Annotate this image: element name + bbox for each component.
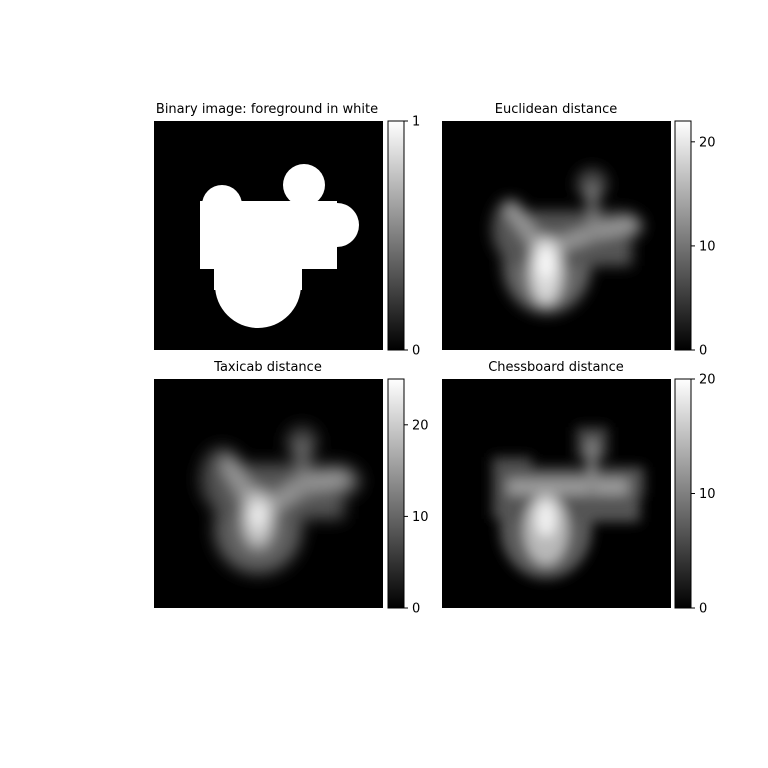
colorbar-ticks-chessboard: 0 10 20 (691, 373, 716, 617)
colorbar-tick-label: 10 (699, 239, 716, 254)
panel-taxicab: Taxicab distance 0 10 20 (154, 360, 429, 617)
image-axes-taxicab (154, 379, 383, 608)
panel-binary: Binary image: foreground in white 01 (154, 102, 420, 359)
colorbar-tick-label: 20 (699, 373, 716, 388)
colorbar-euclidean (674, 120, 692, 351)
colorbar-tick-label: 10 (699, 487, 716, 502)
panel-chessboard: Chessboard distance 0 10 20 (442, 360, 716, 617)
panel-euclidean: Euclidean distance 0 10 20 (442, 102, 716, 359)
colorbar-tick-label: 1 (412, 115, 420, 130)
colorbar-tick-label: 0 (699, 602, 707, 617)
binary-foreground-shape (200, 164, 359, 328)
colorbar-tick-label: 0 (412, 602, 420, 617)
colorbar-binary (387, 120, 405, 351)
colorbar-ticks-binary: 01 (404, 115, 420, 359)
colorbar-tick-label: 10 (412, 510, 429, 525)
colorbar-tick-label: 0 (412, 344, 420, 359)
image-axes-euclidean (442, 121, 671, 350)
colorbar-taxicab (387, 378, 405, 609)
colorbar-tick-label: 20 (412, 418, 429, 433)
colorbar-chessboard (674, 378, 692, 609)
colorbar-ticks-euclidean: 0 10 20 (691, 135, 716, 359)
colorbar-tick-label: 20 (699, 135, 716, 150)
colorbar-tick-label: 0 (699, 344, 707, 359)
panel-title-euclidean: Euclidean distance (495, 102, 618, 117)
colorbar-ticks-taxicab: 0 10 20 (404, 418, 429, 617)
panel-title-chessboard: Chessboard distance (488, 360, 624, 375)
image-axes-chessboard (442, 379, 671, 608)
panel-title-binary: Binary image: foreground in white (156, 102, 378, 117)
panel-title-taxicab: Taxicab distance (213, 360, 322, 375)
